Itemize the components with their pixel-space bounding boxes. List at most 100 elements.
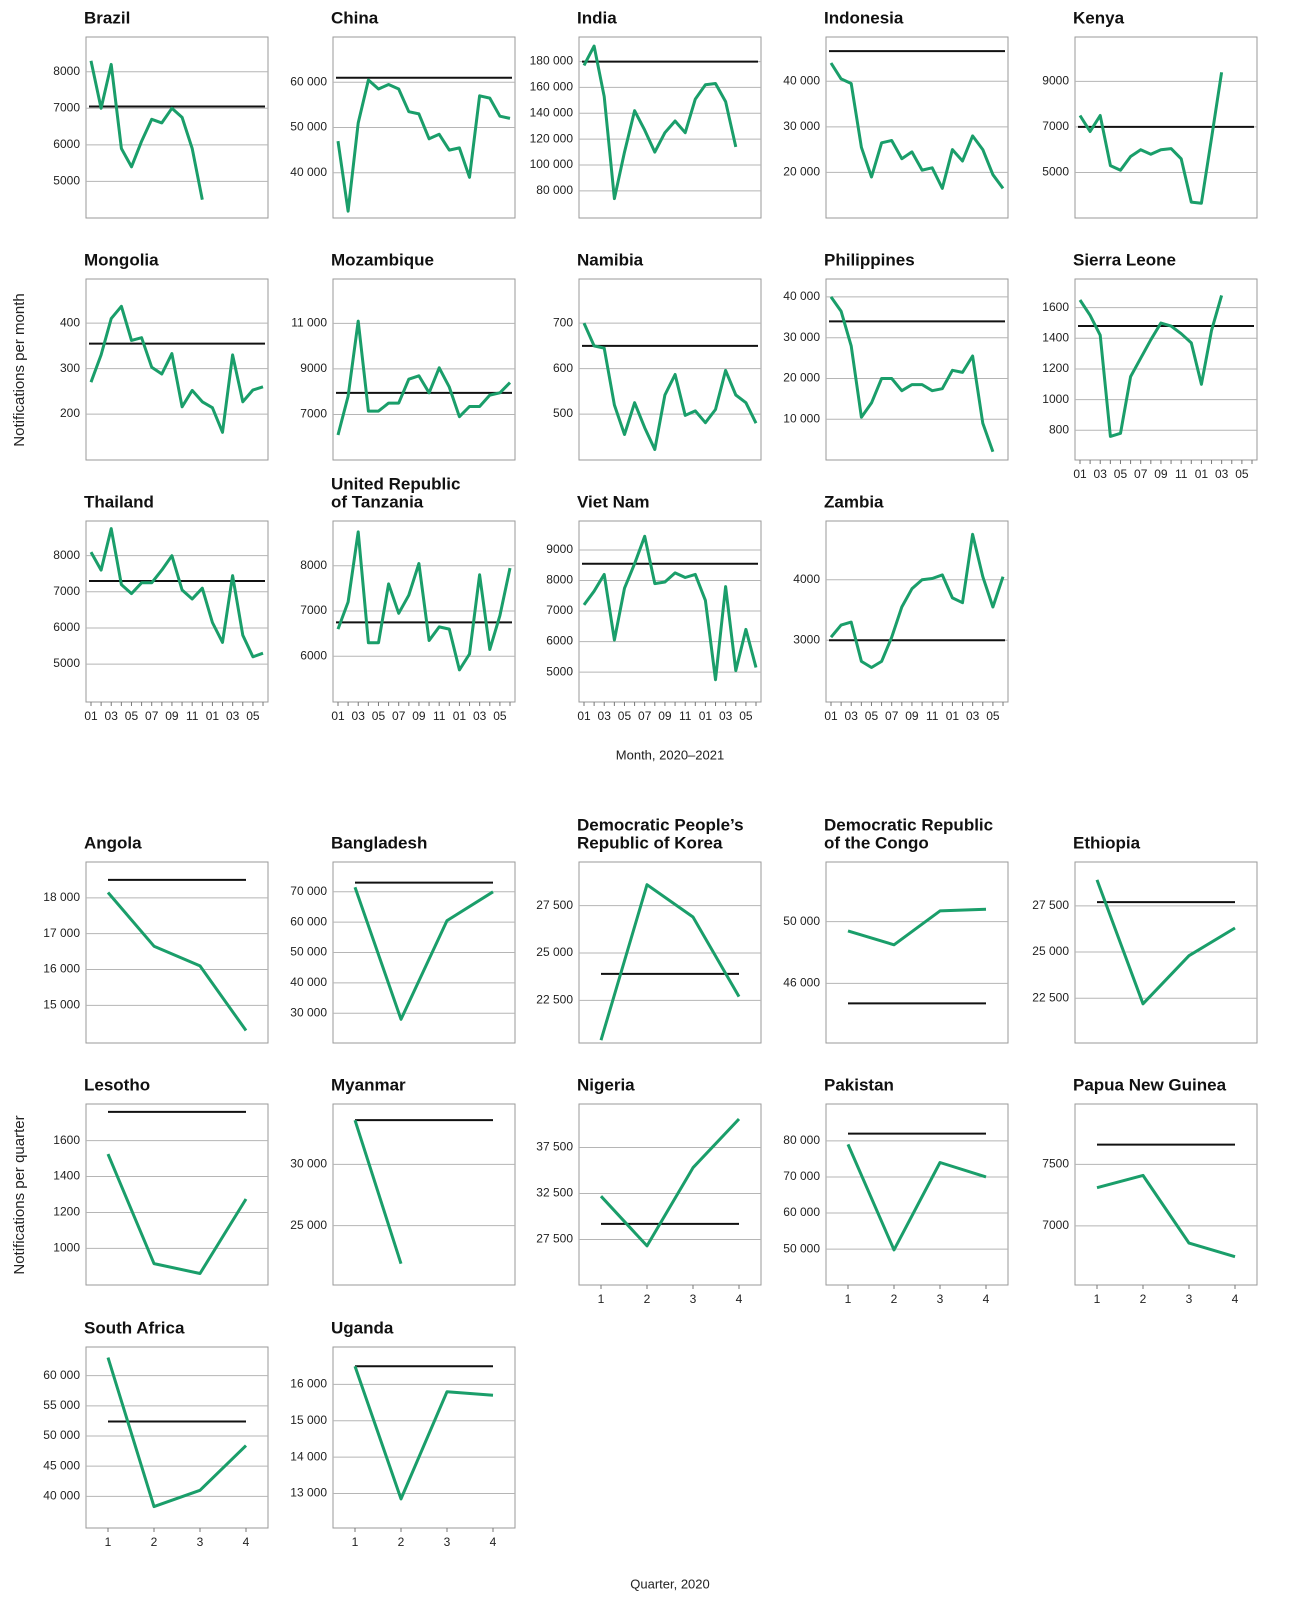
y-tick-label: 7000 [300, 603, 327, 617]
panel-title: Papua New Guinea [1073, 1075, 1227, 1094]
x-tick-label: 05 [1114, 467, 1128, 481]
plot-frame [825, 278, 1009, 461]
y-tick-label: 400 [60, 315, 80, 329]
data-line [106, 891, 248, 1032]
x-tick-label: 03 [226, 709, 240, 723]
plot-frame [825, 861, 1009, 1044]
x-tick-label: 05 [865, 709, 879, 723]
panel-title: China [331, 8, 379, 27]
plot-frame [85, 1103, 269, 1286]
x-tick-label: 11 [679, 709, 692, 723]
data-line [599, 1117, 741, 1248]
y-tick-label: 7000 [300, 407, 327, 421]
x-tick-label: 4 [243, 1535, 250, 1549]
panel-title: Thailand [84, 492, 154, 511]
data-line [1096, 1173, 1236, 1259]
panel-title: Bangladesh [331, 833, 427, 852]
x-tick-label: 2 [151, 1535, 158, 1549]
x-tick-label: 09 [1154, 467, 1168, 481]
y-tick-label: 5000 [546, 664, 573, 678]
data-line [829, 62, 1005, 190]
y-tick-label: 7500 [1042, 1157, 1069, 1171]
y-tick-label: 7000 [1042, 1218, 1069, 1232]
y-tick-label: 25 000 [536, 945, 573, 959]
x-tick-label: 2 [1140, 1292, 1147, 1306]
plot-frame [1074, 1103, 1258, 1286]
x-tick-label: 07 [145, 709, 159, 723]
data-line [106, 1357, 248, 1509]
y-tick-label: 46 000 [783, 976, 820, 990]
y-tick-label: 8000 [300, 558, 327, 572]
y-tick-label: 40 000 [783, 289, 820, 303]
y-tick-label: 500 [553, 406, 573, 420]
x-tick-label: 07 [1134, 467, 1148, 481]
x-tick-label: 01 [84, 709, 98, 723]
y-tick-label: 180 000 [530, 54, 574, 68]
panel-title: Philippines [824, 250, 915, 269]
y-tick-label: 27 500 [1032, 898, 1069, 912]
panel-title: Uganda [331, 1318, 394, 1337]
x-axis-label: Quarter, 2020 [630, 1576, 710, 1591]
y-tick-label: 1600 [1042, 300, 1069, 314]
panel-title: Sierra Leone [1073, 250, 1176, 269]
y-tick-label: 14 000 [290, 1449, 327, 1463]
y-tick-label: 16 000 [43, 962, 80, 976]
y-tick-label: 6000 [300, 648, 327, 662]
x-tick-label: 2 [398, 1535, 405, 1549]
y-tick-label: 120 000 [530, 131, 574, 145]
x-tick-label: 01 [577, 709, 591, 723]
panel-title: Lesotho [84, 1075, 150, 1094]
x-tick-label: 03 [352, 709, 366, 723]
y-tick-label: 4000 [793, 572, 820, 586]
x-tick-label: 2 [644, 1292, 651, 1306]
y-tick-label: 27 500 [536, 1232, 573, 1246]
y-axis-label: Notifications per quarter [11, 1115, 28, 1274]
y-tick-label: 1200 [53, 1205, 80, 1219]
y-tick-label: 15 000 [290, 1413, 327, 1427]
y-tick-label: 100 000 [530, 157, 574, 171]
x-tick-label: 09 [412, 709, 426, 723]
y-tick-label: 1400 [1042, 330, 1069, 344]
y-tick-label: 600 [553, 361, 573, 375]
y-tick-label: 50 000 [783, 1241, 820, 1255]
x-tick-label: 05 [372, 709, 386, 723]
y-tick-label: 55 000 [43, 1398, 80, 1412]
plot-frame [85, 36, 269, 219]
y-tick-label: 13 000 [290, 1486, 327, 1500]
x-tick-label: 3 [690, 1292, 697, 1306]
x-tick-label: 4 [490, 1535, 497, 1549]
x-tick-label: 05 [618, 709, 632, 723]
plot-frame [825, 36, 1009, 219]
y-axis-label: Notifications per month [11, 293, 28, 446]
plot-frame [1074, 36, 1258, 219]
data-line [582, 44, 738, 201]
y-tick-label: 5000 [1042, 165, 1069, 179]
panel-title: Republic of Korea [577, 833, 723, 852]
x-tick-label: 03 [598, 709, 612, 723]
y-tick-label: 1000 [1042, 392, 1069, 406]
x-tick-label: 03 [1215, 467, 1229, 481]
y-tick-label: 11 000 [291, 316, 327, 330]
data-line [336, 78, 511, 213]
y-tick-label: 60 000 [290, 74, 327, 88]
y-tick-label: 40 000 [783, 73, 820, 87]
y-tick-label: 9000 [546, 542, 573, 556]
panel-title: Namibia [577, 250, 644, 269]
y-tick-label: 8000 [546, 573, 573, 587]
x-tick-label: 01 [331, 709, 345, 723]
x-tick-label: 2 [891, 1292, 898, 1306]
y-tick-label: 15 000 [43, 998, 80, 1012]
data-line [336, 319, 512, 436]
plot-frame [825, 1103, 1009, 1286]
x-tick-label: 01 [946, 709, 960, 723]
data-line [582, 534, 758, 682]
data-line [89, 60, 204, 200]
y-tick-label: 160 000 [530, 80, 574, 94]
data-line [1095, 879, 1236, 1006]
x-tick-label: 01 [1073, 467, 1087, 481]
y-tick-label: 5000 [53, 174, 80, 188]
x-tick-label: 4 [983, 1292, 990, 1306]
y-tick-label: 1400 [53, 1169, 80, 1183]
data-line [336, 530, 512, 672]
x-tick-label: 07 [638, 709, 652, 723]
